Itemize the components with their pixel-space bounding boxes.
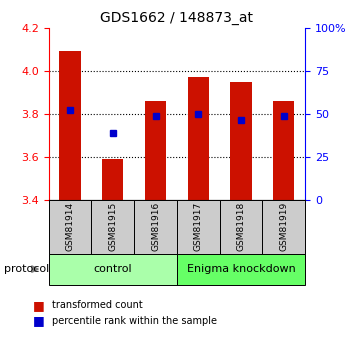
- Text: protocol: protocol: [4, 264, 49, 274]
- Text: ■: ■: [32, 299, 44, 312]
- Text: percentile rank within the sample: percentile rank within the sample: [52, 316, 217, 326]
- Text: GSM81916: GSM81916: [151, 202, 160, 252]
- Text: transformed count: transformed count: [52, 300, 143, 310]
- Bar: [60, 51, 81, 200]
- Bar: [230, 81, 252, 200]
- Text: GSM81919: GSM81919: [279, 202, 288, 252]
- Bar: [273, 101, 294, 200]
- Text: GSM81914: GSM81914: [66, 202, 75, 252]
- Text: GSM81915: GSM81915: [108, 202, 117, 252]
- Text: GSM81918: GSM81918: [236, 202, 245, 252]
- Bar: [145, 101, 166, 200]
- Bar: [102, 159, 123, 200]
- Text: control: control: [93, 264, 132, 274]
- Bar: [188, 77, 209, 200]
- Text: GSM81917: GSM81917: [194, 202, 203, 252]
- Text: ■: ■: [32, 314, 44, 327]
- Text: Enigma knockdown: Enigma knockdown: [187, 264, 295, 274]
- Title: GDS1662 / 148873_at: GDS1662 / 148873_at: [100, 11, 253, 25]
